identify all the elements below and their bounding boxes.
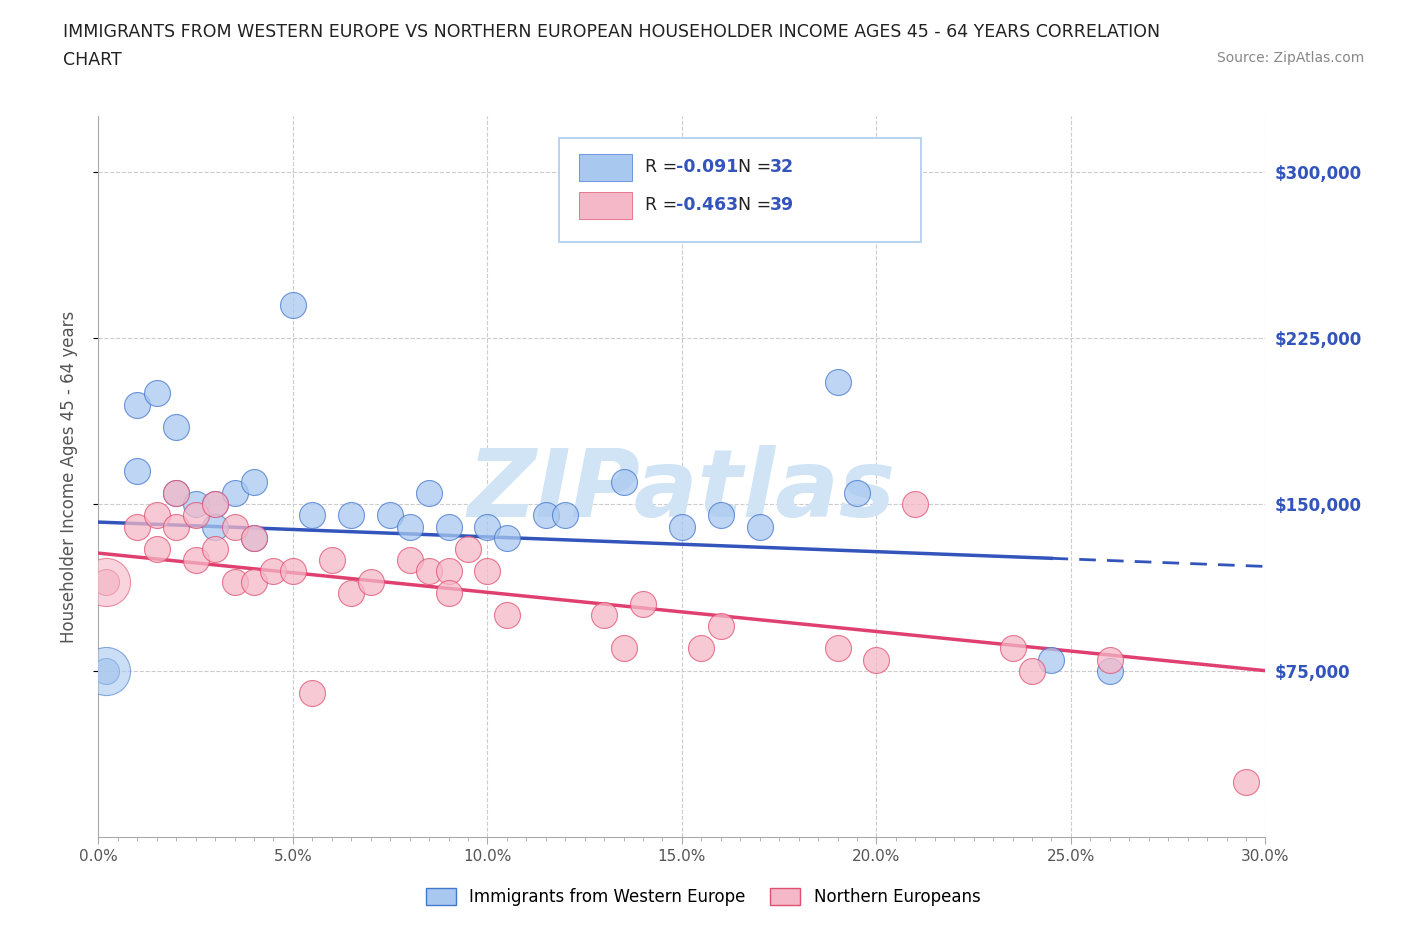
Point: [127, 397, 149, 412]
Text: N =: N =: [738, 158, 776, 177]
Point: [224, 519, 246, 534]
Point: [1021, 663, 1043, 678]
Point: [184, 497, 207, 512]
Point: [146, 508, 169, 523]
Point: [184, 552, 207, 567]
Point: [301, 685, 323, 700]
Point: [243, 474, 266, 489]
Point: [165, 485, 187, 500]
Y-axis label: Householder Income Ages 45 - 64 years: Householder Income Ages 45 - 64 years: [59, 311, 77, 643]
Point: [360, 575, 382, 590]
Point: [262, 564, 284, 578]
Point: [748, 519, 770, 534]
Point: [204, 541, 226, 556]
Point: [1098, 652, 1121, 667]
Point: [204, 497, 226, 512]
Text: -0.091: -0.091: [676, 158, 738, 177]
Point: [281, 564, 304, 578]
Point: [846, 485, 869, 500]
Point: [204, 497, 226, 512]
Point: [827, 641, 849, 656]
Point: [1234, 774, 1257, 789]
Point: [321, 552, 343, 567]
FancyBboxPatch shape: [560, 138, 921, 243]
Point: [301, 508, 323, 523]
Text: 32: 32: [769, 158, 793, 177]
FancyBboxPatch shape: [579, 192, 631, 219]
Point: [127, 519, 149, 534]
Point: [827, 375, 849, 390]
Point: [457, 541, 479, 556]
Point: [904, 497, 927, 512]
Point: [165, 485, 187, 500]
Point: [631, 208, 654, 223]
Point: [554, 508, 576, 523]
Point: [96, 663, 118, 678]
FancyBboxPatch shape: [579, 153, 631, 181]
Point: [631, 597, 654, 612]
Point: [340, 586, 363, 601]
Point: [613, 474, 636, 489]
Point: [96, 575, 118, 590]
Text: -0.463: -0.463: [676, 196, 738, 214]
Point: [146, 541, 169, 556]
Text: R =: R =: [644, 158, 682, 177]
Point: [496, 608, 519, 623]
Point: [184, 508, 207, 523]
Point: [477, 519, 499, 534]
Point: [204, 519, 226, 534]
Point: [690, 641, 713, 656]
Point: [146, 386, 169, 401]
Point: [165, 419, 187, 434]
Point: [710, 508, 733, 523]
Legend: Immigrants from Western Europe, Northern Europeans: Immigrants from Western Europe, Northern…: [419, 881, 987, 912]
Point: [613, 641, 636, 656]
Point: [437, 586, 460, 601]
Point: [534, 508, 557, 523]
Point: [593, 608, 616, 623]
Text: R =: R =: [644, 196, 682, 214]
Text: CHART: CHART: [63, 51, 122, 69]
Point: [398, 519, 420, 534]
Point: [477, 564, 499, 578]
Text: ZIPatlas: ZIPatlas: [468, 445, 896, 537]
Point: [418, 564, 440, 578]
Point: [127, 464, 149, 479]
Point: [243, 530, 266, 545]
Text: Source: ZipAtlas.com: Source: ZipAtlas.com: [1216, 51, 1364, 65]
Point: [96, 575, 118, 590]
Point: [1098, 663, 1121, 678]
Point: [224, 575, 246, 590]
Point: [281, 298, 304, 312]
Point: [671, 519, 693, 534]
Text: IMMIGRANTS FROM WESTERN EUROPE VS NORTHERN EUROPEAN HOUSEHOLDER INCOME AGES 45 -: IMMIGRANTS FROM WESTERN EUROPE VS NORTHE…: [63, 23, 1160, 41]
Point: [165, 519, 187, 534]
Point: [437, 519, 460, 534]
Text: N =: N =: [738, 196, 776, 214]
Point: [865, 652, 887, 667]
Point: [243, 530, 266, 545]
Point: [380, 508, 402, 523]
Point: [224, 485, 246, 500]
Point: [437, 564, 460, 578]
Text: 39: 39: [769, 196, 793, 214]
Point: [1040, 652, 1063, 667]
Point: [496, 530, 519, 545]
Point: [398, 552, 420, 567]
Point: [1001, 641, 1024, 656]
Point: [243, 575, 266, 590]
Point: [710, 618, 733, 633]
Point: [340, 508, 363, 523]
Point: [96, 663, 118, 678]
Point: [418, 485, 440, 500]
